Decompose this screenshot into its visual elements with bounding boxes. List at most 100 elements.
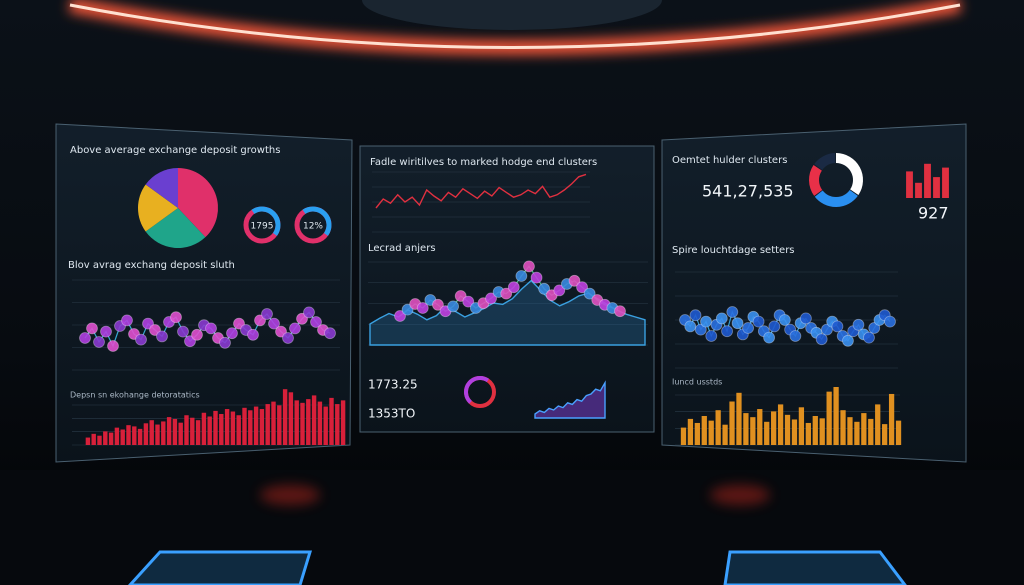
section-title: Blov avrag exchang deposit sluth [68, 260, 235, 271]
bar [868, 418, 874, 445]
gauge-label: 12% [303, 222, 323, 232]
cluster-point [684, 320, 697, 333]
bar [757, 409, 763, 445]
cluster-point [721, 325, 733, 338]
bar [242, 407, 247, 445]
cluster-point [726, 306, 739, 318]
bar [224, 409, 230, 445]
bar [108, 432, 114, 445]
bar [172, 418, 178, 445]
bar [847, 417, 853, 445]
bar [91, 433, 96, 445]
cluster-point [868, 322, 881, 334]
bar [132, 426, 137, 445]
cluster-point [821, 323, 833, 336]
bar [694, 422, 700, 445]
bar [812, 416, 818, 445]
pie-slice [145, 168, 178, 208]
cluster-point [282, 332, 294, 344]
cluster-point [485, 292, 497, 305]
donut-segment [835, 153, 863, 195]
cluster-point [233, 317, 245, 330]
cluster-point [401, 303, 414, 316]
left-panel [55, 123, 353, 463]
cluster-point [454, 290, 467, 302]
ceiling-vent [362, 0, 662, 30]
cluster-point [778, 314, 791, 326]
cluster-point [530, 271, 543, 284]
bar [178, 422, 183, 445]
bar [861, 413, 867, 445]
cluster-point [731, 317, 744, 330]
bar [126, 425, 131, 445]
cluster-point [100, 325, 112, 338]
bar [323, 406, 328, 445]
cluster-point [568, 274, 581, 287]
cluster-point [700, 315, 712, 328]
console [127, 550, 313, 585]
bar [736, 392, 742, 445]
bar [791, 419, 798, 445]
bar [833, 387, 839, 445]
cluster-point [742, 322, 754, 334]
cluster-point [324, 327, 336, 340]
cluster-point [715, 312, 728, 325]
cluster-point [170, 311, 182, 324]
panel-title: Fadle wiritilves to marked hodge end clu… [370, 157, 597, 168]
section-title: Lecrad anjers [368, 243, 436, 254]
section-title: Spire louchtdage setters [672, 245, 795, 256]
bar [771, 411, 777, 445]
bar [933, 177, 940, 198]
cluster-point [226, 327, 238, 340]
cluster-point [462, 295, 475, 308]
bar [184, 415, 189, 445]
bar [195, 420, 201, 445]
line [375, 173, 587, 209]
cluster-point [156, 330, 168, 343]
cluster-point [184, 335, 196, 348]
bar [942, 167, 949, 198]
bar [248, 410, 253, 445]
cluster-point [852, 318, 865, 331]
bar [743, 413, 749, 445]
bar [701, 416, 707, 445]
bar [854, 421, 860, 445]
bar [143, 423, 149, 445]
bar [826, 391, 832, 445]
gauge-label: 1795 [251, 222, 274, 232]
stat: 1773.25 [368, 378, 418, 392]
cluster-point [107, 340, 119, 352]
cluster-point [538, 282, 551, 295]
bar [888, 393, 895, 445]
bar [715, 410, 721, 445]
bar [329, 397, 334, 445]
section-title: Iuncd usstds [672, 378, 722, 387]
bar [166, 417, 172, 445]
cluster-point [289, 322, 301, 335]
bar [875, 404, 881, 445]
bar [805, 422, 811, 445]
bar [798, 407, 805, 445]
cluster-point [694, 323, 707, 336]
panel-title: Above average exchange deposit growths [70, 145, 280, 156]
cluster-point [310, 316, 322, 328]
gauge-fill [251, 206, 281, 236]
cluster-point [689, 309, 702, 322]
cluster-point [789, 330, 802, 342]
bar [230, 411, 236, 445]
floor-light [260, 485, 320, 505]
cluster-point [583, 287, 596, 300]
cluster-point [149, 324, 161, 336]
area [534, 380, 606, 419]
cluster-point [553, 284, 566, 297]
donut-segment [814, 189, 858, 207]
bar [265, 404, 270, 445]
cluster-point [86, 322, 98, 335]
bar [784, 414, 791, 445]
donut-segment [814, 153, 836, 171]
gauge-fill [464, 376, 490, 404]
cluster-point [705, 330, 718, 342]
bar [288, 392, 294, 445]
